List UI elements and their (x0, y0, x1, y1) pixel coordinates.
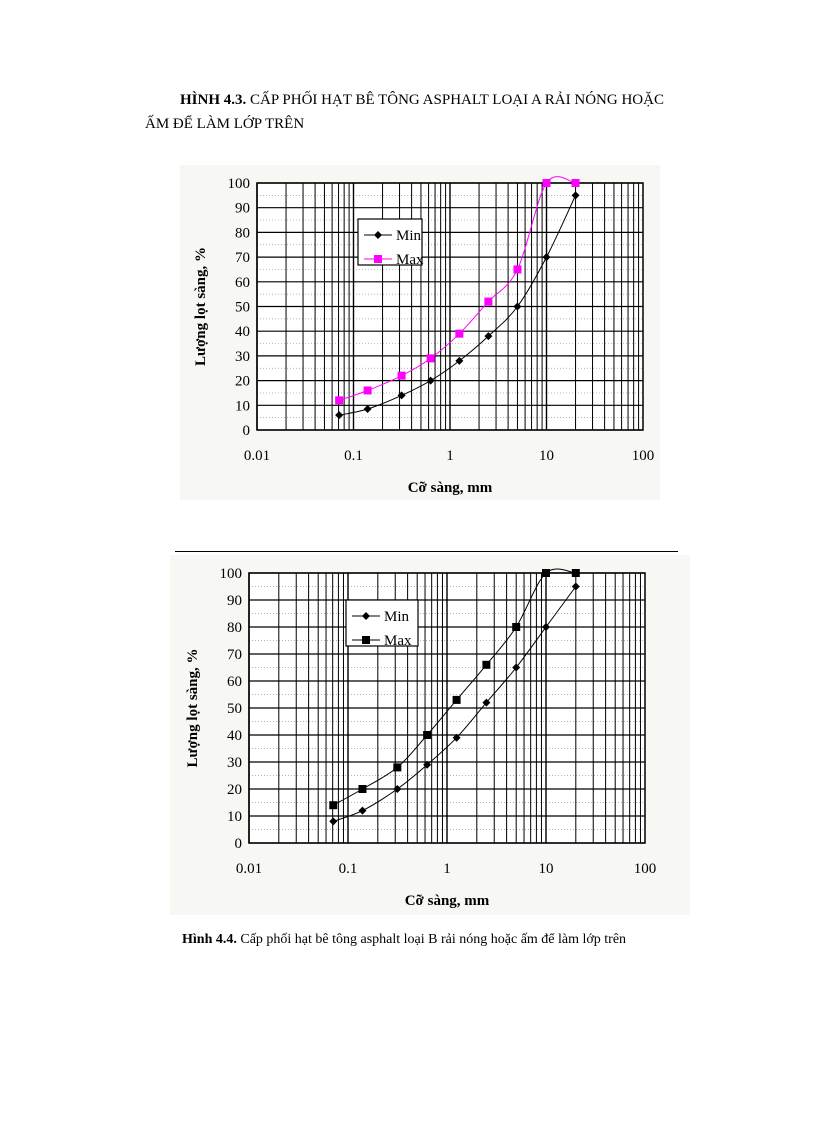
divider-line (175, 551, 678, 552)
data-point-max (426, 354, 435, 363)
x-axis-label: Cỡ sàng, mm (405, 893, 490, 909)
data-point-max (452, 695, 461, 704)
y-tick-label: 20 (235, 374, 250, 390)
x-tick-label: 0.01 (244, 448, 270, 464)
y-tick-label: 30 (235, 349, 250, 365)
legend-label: Min (384, 609, 410, 625)
figure-4-4-caption: Hình 4.4. Cấp phối hạt bê tông asphalt l… (182, 932, 626, 948)
data-point-min (452, 733, 461, 742)
y-tick-label: 60 (227, 674, 242, 690)
legend-marker (362, 636, 370, 644)
data-point-min (393, 785, 402, 793)
x-tick-label: 1 (446, 448, 454, 464)
x-tick-label: 10 (539, 448, 554, 464)
y-axis-label: Lượng lọt sàng, % (185, 649, 201, 768)
chart-type-b: 0 10 20 30 40 50 60 70 80 90 100 0.01 0.1 1 10 100 Cỡ sà… (170, 555, 690, 915)
data-point-min (542, 253, 551, 262)
data-point-max (335, 396, 344, 405)
data-point-min (363, 405, 372, 414)
y-axis-label: Lượng lọt sàng, % (193, 247, 209, 366)
x-tick-label: 0.1 (339, 861, 358, 877)
y-tick-label: 10 (235, 398, 250, 414)
data-point-max (363, 386, 372, 395)
figure-4-3-title: HÌNH 4.3. CẤP PHỐI HẠT BÊ TÔNG ASPHALT L… (180, 89, 664, 111)
data-point-max (455, 329, 464, 338)
data-point-min (455, 356, 464, 365)
chart-type-a: 0 10 20 30 40 50 60 70 80 90 100 0.01 0.1 1 10 100 Cỡ sà… (180, 165, 660, 500)
legend-box (345, 599, 419, 647)
legend-background (358, 219, 422, 265)
data-point-min (329, 817, 338, 826)
x-tick-label: 100 (634, 861, 657, 877)
title-line-1: CẤP PHỐI HẠT BÊ TÔNG ASPHALT LOẠI A RẢI … (250, 92, 664, 108)
data-point-min (571, 191, 580, 200)
data-point-max (571, 569, 580, 577)
legend-label: Max (384, 633, 412, 649)
y-tick-label: 50 (227, 701, 242, 717)
y-tick-label: 30 (227, 755, 242, 771)
data-point-max (542, 569, 550, 577)
x-tick-label: 100 (632, 448, 655, 464)
data-point-max (482, 660, 491, 669)
x-tick-label: 10 (539, 861, 554, 877)
data-point-min (571, 582, 580, 591)
data-point-max (423, 731, 432, 739)
data-point-min (482, 698, 491, 707)
x-tick-label: 1 (443, 861, 451, 877)
data-point-max (512, 623, 521, 631)
data-point-min (397, 391, 406, 400)
y-tick-label: 100 (220, 566, 243, 582)
plot-border (256, 182, 644, 431)
data-point-min (484, 332, 493, 341)
y-tick-label: 80 (227, 620, 242, 636)
y-tick-label: 90 (227, 593, 242, 609)
caption-label: Hình 4.4. (182, 932, 237, 947)
data-point-min (512, 663, 521, 672)
data-point-min (542, 623, 550, 631)
y-tick-label: 50 (235, 300, 250, 316)
legend-marker (374, 255, 382, 263)
y-tick-label: 10 (227, 809, 242, 825)
plot-border (248, 572, 646, 844)
data-point-min (513, 302, 522, 311)
data-point-min (423, 760, 432, 769)
figure-label: HÌNH 4.3. (180, 92, 247, 108)
y-tick-label: 70 (235, 250, 250, 266)
y-tick-label: 40 (227, 728, 242, 744)
data-point-min (335, 411, 344, 420)
data-point-max (484, 297, 493, 306)
legend-marker (374, 231, 382, 239)
caption-text: Cấp phối hạt bê tông asphalt loại B rải … (240, 932, 627, 947)
title-line-2: ẤM ĐỂ LÀM LỚP TRÊN (145, 116, 305, 132)
y-tick-label: 0 (243, 423, 251, 439)
data-point-max (329, 801, 338, 810)
y-tick-label: 100 (228, 176, 251, 192)
y-tick-label: 40 (235, 324, 250, 340)
legend-marker (362, 612, 370, 620)
y-tick-label: 90 (235, 201, 250, 217)
data-point-max (513, 265, 522, 274)
data-point-max (542, 179, 551, 187)
x-axis-label: Cỡ sàng, mm (408, 480, 493, 496)
data-point-max (571, 179, 580, 187)
y-tick-label: 0 (235, 836, 243, 852)
legend-label: Max (396, 252, 424, 268)
legend-box (357, 218, 423, 266)
data-point-max (393, 763, 402, 772)
y-tick-label: 80 (235, 225, 250, 241)
legend-background (346, 600, 418, 646)
data-point-min (426, 376, 435, 385)
y-tick-label: 60 (235, 275, 250, 291)
legend-label: Min (396, 228, 422, 244)
y-tick-label: 20 (227, 782, 242, 798)
data-point-min (358, 806, 367, 815)
y-tick-label: 70 (227, 647, 242, 663)
data-point-max (358, 785, 367, 793)
data-point-max (397, 371, 406, 380)
x-tick-label: 0.01 (236, 861, 262, 877)
x-tick-label: 0.1 (344, 448, 363, 464)
